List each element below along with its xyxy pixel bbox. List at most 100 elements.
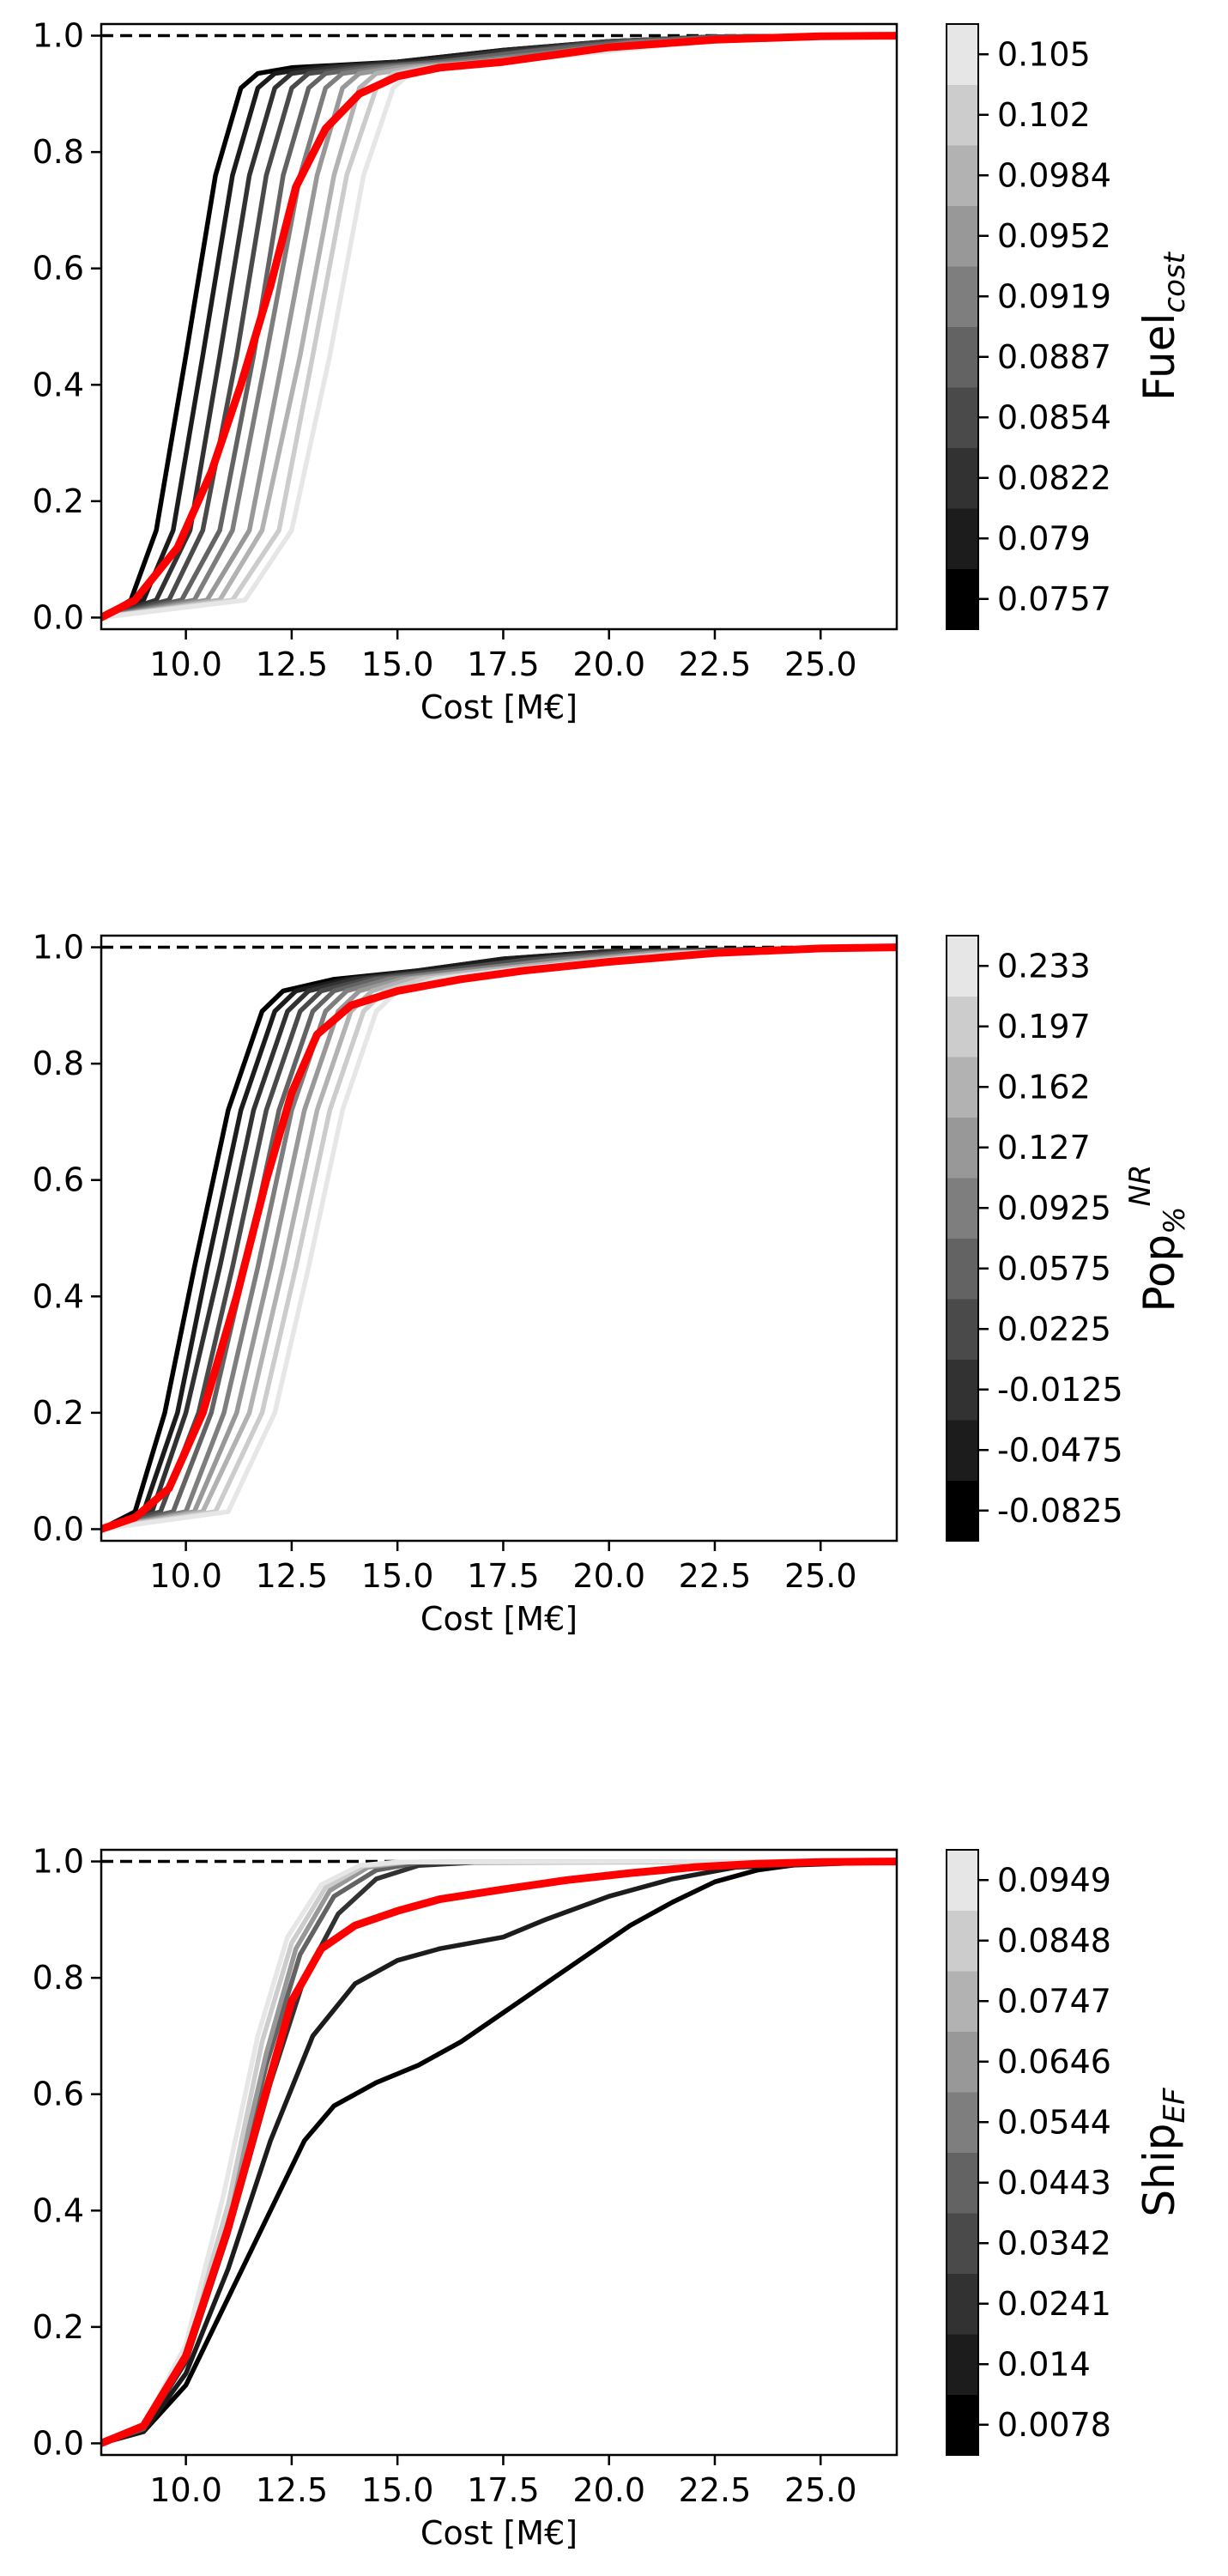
colorbar-segment <box>947 145 978 206</box>
y-tick-label: 0.2 <box>33 482 84 520</box>
colorbar-label-main: Fuel <box>1134 313 1184 401</box>
series-line-10 <box>101 944 897 1532</box>
y-tick-label: 0.4 <box>33 366 84 403</box>
colorbar-tick-label: -0.0475 <box>997 1431 1123 1469</box>
x-tick-label: 10.0 <box>149 646 222 683</box>
colorbar-segment <box>947 1850 978 1911</box>
colorbar-tick-label: 0.0925 <box>997 1189 1111 1227</box>
colorbar-segment <box>947 568 978 630</box>
colorbar-tick-label: 0.079 <box>997 519 1091 557</box>
series-line-1 <box>101 944 897 1532</box>
colorbar-tick-label: -0.0825 <box>997 1492 1123 1530</box>
series-line-highlight <box>101 943 897 1533</box>
colorbar-tick-label: 0.197 <box>997 1008 1091 1046</box>
x-tick-label: 22.5 <box>679 646 752 683</box>
colorbar-tick-label: 0.014 <box>997 2345 1091 2383</box>
colorbar-segment <box>947 2213 978 2274</box>
colorbar-label-main: Ship <box>1134 2123 1184 2216</box>
x-tick-label: 22.5 <box>679 2471 752 2509</box>
colorbar-tick-label: 0.127 <box>997 1129 1091 1167</box>
x-tick-label: 20.0 <box>572 646 645 683</box>
y-tick-label: 0.6 <box>33 2076 84 2113</box>
colorbar-segment <box>947 2152 978 2214</box>
x-axis-label: Cost [M€] <box>420 1600 578 1638</box>
y-tick-label: 0.0 <box>33 2424 84 2462</box>
colorbar-tick-label: 0.0854 <box>997 398 1111 436</box>
colorbar-tick-label: 0.0646 <box>997 2043 1111 2081</box>
colorbar-tick-label: 0.0342 <box>997 2224 1111 2262</box>
colorbar-frame <box>946 1849 979 2456</box>
x-tick-label: 15.0 <box>361 1557 434 1595</box>
plot-area <box>101 943 897 1533</box>
colorbar-segment <box>947 84 978 146</box>
x-tick-label: 15.0 <box>361 2471 434 2509</box>
colorbar-segment <box>947 387 978 448</box>
colorbar-label-subscript: % <box>1158 1207 1192 1234</box>
colorbar-segment <box>947 1299 978 1360</box>
colorbar-tick-label: 0.0984 <box>997 156 1111 194</box>
x-tick-label: 12.5 <box>256 2471 329 2509</box>
series-line-highlight <box>101 32 897 621</box>
colorbar-label-subscript: cost <box>1158 251 1192 312</box>
colorbar-tick-label: 0.0544 <box>997 2103 1111 2141</box>
y-tick-label: 0.8 <box>33 1959 84 1997</box>
y-tick-label: 0.0 <box>33 1510 84 1548</box>
x-tick-label: 17.5 <box>467 1557 540 1595</box>
colorbar-segment <box>947 2273 978 2335</box>
colorbar-tick-label: 0.0949 <box>997 1861 1111 1899</box>
x-axis-label: Cost [M€] <box>420 688 578 726</box>
colorbar-tick-label: 0.0848 <box>997 1922 1111 1960</box>
series-line-4 <box>101 944 897 1532</box>
colorbar-tick-label: 0.0225 <box>997 1310 1111 1348</box>
x-tick-label: 25.0 <box>784 2471 857 2509</box>
colorbar-frame <box>946 23 979 630</box>
colorbar-tick-label: 0.0747 <box>997 1982 1111 2020</box>
colorbar-segment <box>947 1971 978 2032</box>
colorbar-tick-label: 0.0757 <box>997 580 1111 618</box>
colorbar-segment <box>947 266 978 327</box>
y-tick-label: 1.0 <box>33 1843 84 1881</box>
series-line-highlight <box>101 1858 897 2447</box>
series-line-2 <box>101 1858 897 2446</box>
y-tick-label: 0.4 <box>33 1277 84 1315</box>
colorbar-tick-label: 0.0575 <box>997 1250 1111 1288</box>
x-tick-label: 20.0 <box>572 1557 645 1595</box>
colorbar-tick-label: 0.0919 <box>997 277 1111 315</box>
y-tick-label: 0.0 <box>33 598 84 636</box>
colorbar-tick-label: 0.162 <box>997 1068 1091 1106</box>
series-line-5 <box>101 33 897 621</box>
colorbar-label: Fuelcost <box>1134 251 1192 401</box>
colorbar-segment <box>947 936 978 997</box>
colorbar-tick-label: 0.233 <box>997 947 1091 985</box>
y-tick-label: 1.0 <box>33 17 84 55</box>
x-tick-label: 17.5 <box>467 2471 540 2509</box>
series-line-6 <box>101 944 897 1532</box>
colorbar-segment <box>947 1480 978 1542</box>
plot-area <box>101 32 897 621</box>
colorbar-segment <box>947 326 978 388</box>
x-tick-label: 22.5 <box>679 1557 752 1595</box>
x-tick-label: 10.0 <box>149 2471 222 2509</box>
colorbar-segment <box>947 1117 978 1179</box>
colorbar-tick-label: 0.0443 <box>997 2164 1111 2202</box>
y-tick-label: 0.6 <box>33 250 84 288</box>
colorbar-segment <box>947 996 978 1058</box>
colorbar-tick-label: 0.105 <box>997 35 1091 73</box>
colorbar-frame <box>946 935 979 1542</box>
chart-panel-3: 10.0 12.5 15.0 17.5 20.0 22.5 25.0 0.0 0.2 0.4 0.6… <box>33 1843 1192 2552</box>
series-line-3 <box>101 944 897 1532</box>
chart-panel-1: 10.0 12.5 15.0 17.5 20.0 22.5 25.0 0.0 0.2 0.4 0.6… <box>33 17 1192 726</box>
x-tick-label: 25.0 <box>784 646 857 683</box>
x-tick-label: 15.0 <box>361 646 434 683</box>
y-tick-label: 0.6 <box>33 1161 84 1199</box>
colorbar-segment <box>947 1178 978 1239</box>
colorbar-tick-label: 0.0241 <box>997 2285 1111 2323</box>
colorbar-tick-label: 0.0952 <box>997 217 1111 255</box>
y-tick-label: 0.8 <box>33 133 84 171</box>
plot-area <box>101 1858 897 2447</box>
series-line-4 <box>101 1858 897 2446</box>
series-line-9 <box>101 944 897 1532</box>
series-line-7 <box>101 1858 897 2446</box>
colorbar-segment <box>947 1420 978 1481</box>
series-line-6 <box>101 1858 897 2446</box>
